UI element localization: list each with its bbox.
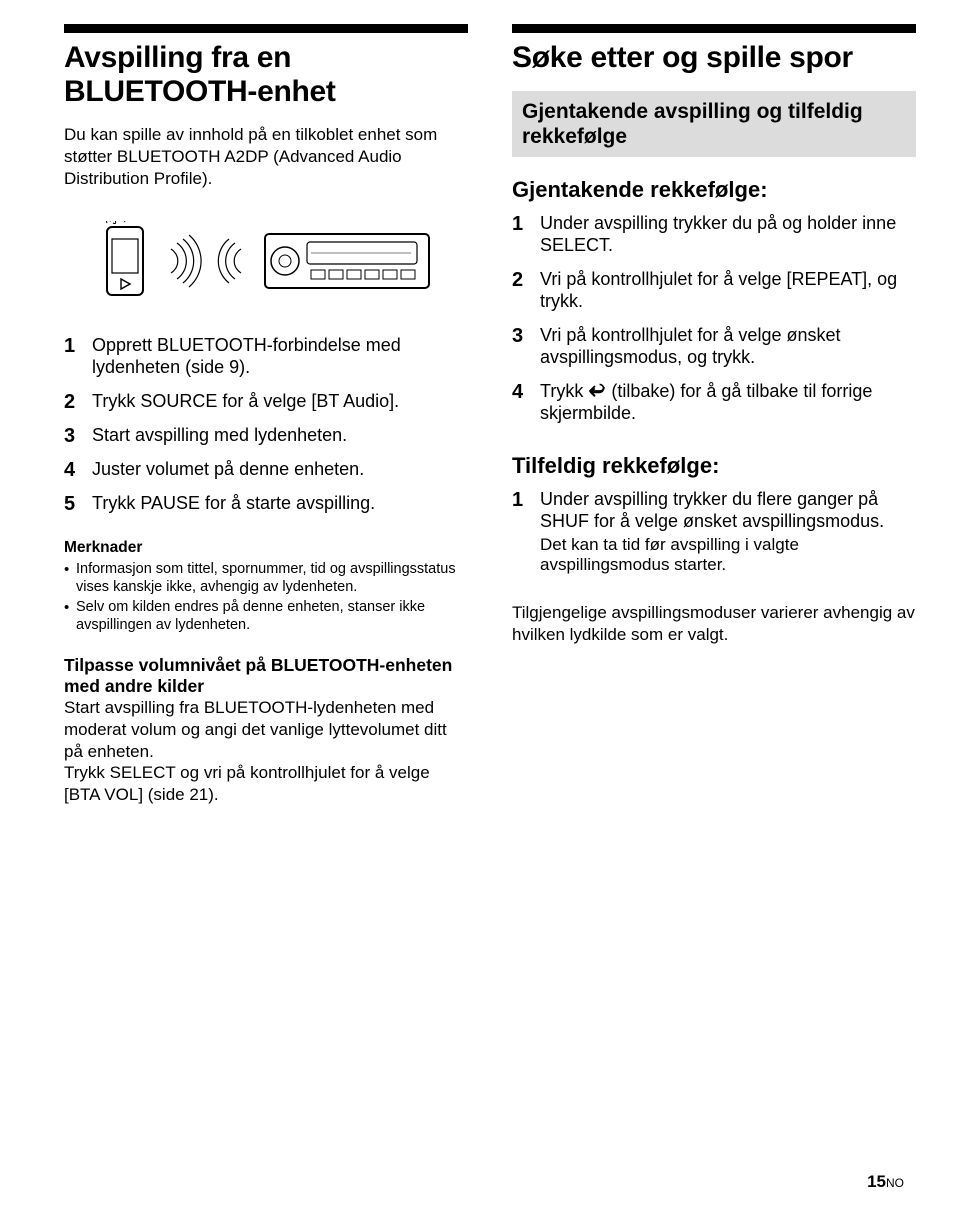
step-extra: Det kan ta tid før avspilling i valgte a… <box>540 535 916 576</box>
left-heading-line2: BLUETOOTH-enhet <box>64 75 336 108</box>
right-heading: Søke etter og spille spor <box>512 41 916 75</box>
step-number: 4 <box>64 459 82 481</box>
phone-device-icon <box>101 221 149 301</box>
left-intro-text: Du kan spille av innhold på en tilkoblet… <box>64 124 468 189</box>
step-text: Under avspilling trykker du flere ganger… <box>540 489 916 576</box>
repeat-heading: Gjentakende rekkefølge: <box>512 177 916 203</box>
list-item: 4 Juster volumet på denne enheten. <box>64 459 468 481</box>
list-item: 3 Start avspilling med lydenheten. <box>64 425 468 447</box>
step-number: 2 <box>64 391 82 413</box>
step-number: 5 <box>64 493 82 515</box>
shuffle-heading: Tilfeldig rekkefølge: <box>512 453 916 479</box>
list-item: 3 Vri på kontrollhjulet for å velge ønsk… <box>512 325 916 369</box>
list-item: 1 Opprett BLUETOOTH-forbindelse med lyde… <box>64 335 468 379</box>
signal-in-icon <box>213 233 255 289</box>
back-icon <box>588 383 606 399</box>
step-text: Vri på kontrollhjulet for å velge [REPEA… <box>540 269 916 313</box>
title-bar-left <box>64 24 468 33</box>
step-number: 1 <box>512 213 530 257</box>
volume-adjust-heading: Tilpasse volumnivået på BLUETOOTH-enhete… <box>64 655 468 697</box>
bluetooth-diagram <box>64 213 468 309</box>
step-number: 1 <box>64 335 82 379</box>
step-number: 4 <box>512 381 530 425</box>
list-item: 2 Vri på kontrollhjulet for å velge [REP… <box>512 269 916 313</box>
page-number: 15 <box>867 1172 886 1191</box>
step-number: 3 <box>64 425 82 447</box>
right-tail-text: Tilgjengelige avspillingsmoduser variere… <box>512 602 916 646</box>
page-footer: 15NO <box>867 1172 904 1192</box>
list-item: 1 Under avspilling trykker du flere gang… <box>512 489 916 576</box>
step-text: Start avspilling med lydenheten. <box>92 425 347 447</box>
list-item: 1 Under avspilling trykker du på og hold… <box>512 213 916 257</box>
page-lang: NO <box>886 1176 904 1190</box>
step-text: Trykk PAUSE for å starte avspilling. <box>92 493 375 515</box>
step-text: Under avspilling trykker du på og holder… <box>540 213 916 257</box>
note-item: Selv om kilden endres på denne enheten, … <box>64 599 468 635</box>
list-item: 4 Trykk (tilbake) for å gå tilbake til f… <box>512 381 916 425</box>
step-text-pre: Trykk <box>540 381 588 401</box>
right-column: Søke etter og spille spor Gjentakende av… <box>512 24 916 1192</box>
left-heading-line1: Avspilling fra en <box>64 41 291 74</box>
left-steps-list: 1 Opprett BLUETOOTH-forbindelse med lyde… <box>64 335 468 527</box>
volume-adjust-body2: Trykk SELECT og vri på kontrollhjulet fo… <box>64 762 468 806</box>
step-text: Opprett BLUETOOTH-forbindelse med lydenh… <box>92 335 468 379</box>
step-number: 1 <box>512 489 530 576</box>
grey-subheading: Gjentakende avspilling og tilfeldig rekk… <box>512 91 916 157</box>
title-bar-right <box>512 24 916 33</box>
step-text: Vri på kontrollhjulet for å velge ønsket… <box>540 325 916 369</box>
volume-adjust-body1: Start avspilling fra BLUETOOTH-lydenhete… <box>64 697 468 762</box>
step-text: Trykk SOURCE for å velge [BT Audio]. <box>92 391 399 413</box>
step-number: 3 <box>512 325 530 369</box>
list-item: 2 Trykk SOURCE for å velge [BT Audio]. <box>64 391 468 413</box>
note-item: Informasjon som tittel, spornummer, tid … <box>64 561 468 597</box>
signal-out-icon <box>157 231 205 291</box>
left-heading: Avspilling fra en BLUETOOTH-enhet <box>64 41 468 108</box>
notes-list: Informasjon som tittel, spornummer, tid … <box>64 559 468 637</box>
left-column: Avspilling fra en BLUETOOTH-enhet Du kan… <box>64 24 468 1192</box>
repeat-steps-list: 1 Under avspilling trykker du på og hold… <box>512 213 916 437</box>
notes-heading: Merknader <box>64 539 468 557</box>
car-stereo-icon <box>263 228 431 294</box>
step-main: Under avspilling trykker du flere ganger… <box>540 489 884 531</box>
step-number: 2 <box>512 269 530 313</box>
list-item: 5 Trykk PAUSE for å starte avspilling. <box>64 493 468 515</box>
step-text: Juster volumet på denne enheten. <box>92 459 364 481</box>
shuffle-steps-list: 1 Under avspilling trykker du flere gang… <box>512 489 916 588</box>
step-text: Trykk (tilbake) for å gå tilbake til for… <box>540 381 916 425</box>
